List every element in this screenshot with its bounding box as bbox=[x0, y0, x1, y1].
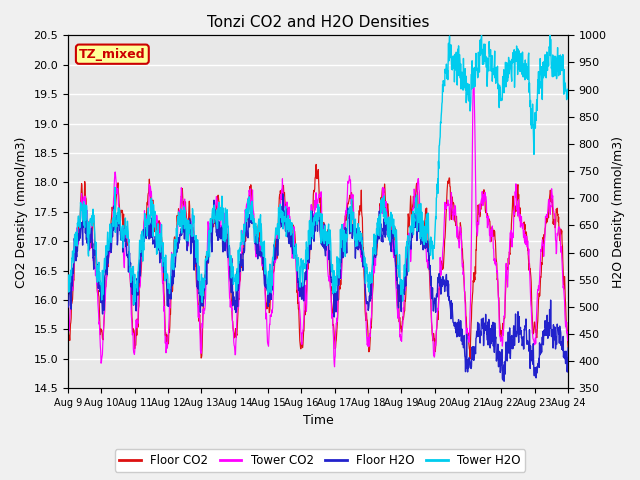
Tower CO2 bbox=[564, 335, 572, 340]
Tower CO2 bbox=[331, 364, 339, 370]
Floor H2O bbox=[231, 307, 239, 313]
Floor H2O bbox=[564, 345, 572, 351]
Legend: Floor CO2, Tower CO2, Floor H2O, Tower H2O: Floor CO2, Tower CO2, Floor H2O, Tower H… bbox=[115, 449, 525, 472]
Floor CO2 bbox=[564, 344, 572, 350]
Tower CO2 bbox=[461, 296, 468, 301]
Floor CO2 bbox=[175, 213, 183, 218]
Tower CO2 bbox=[175, 208, 183, 214]
Line: Tower CO2: Tower CO2 bbox=[68, 72, 568, 367]
X-axis label: Time: Time bbox=[303, 414, 333, 427]
Tower CO2 bbox=[396, 322, 403, 328]
Floor H2O bbox=[506, 350, 513, 356]
Tower H2O bbox=[506, 70, 513, 75]
Floor CO2 bbox=[396, 315, 403, 321]
Floor H2O bbox=[396, 289, 403, 295]
Floor CO2 bbox=[163, 332, 171, 338]
Tower CO2 bbox=[231, 352, 239, 358]
Tower H2O bbox=[130, 301, 138, 307]
Floor CO2 bbox=[312, 162, 320, 168]
Tower H2O bbox=[232, 271, 239, 277]
Floor CO2 bbox=[466, 356, 474, 362]
Y-axis label: H2O Density (mmol/m3): H2O Density (mmol/m3) bbox=[612, 136, 625, 288]
Floor CO2 bbox=[231, 329, 239, 335]
Tower H2O bbox=[461, 81, 468, 86]
Line: Floor H2O: Floor H2O bbox=[68, 194, 568, 381]
Floor H2O bbox=[500, 378, 508, 384]
Floor H2O bbox=[64, 304, 72, 310]
Floor H2O bbox=[461, 353, 468, 359]
Tower CO2 bbox=[506, 250, 513, 255]
Floor H2O bbox=[279, 191, 287, 197]
Tower H2O bbox=[64, 285, 72, 291]
Tower H2O bbox=[164, 271, 172, 277]
Floor H2O bbox=[163, 297, 171, 302]
Text: TZ_mixed: TZ_mixed bbox=[79, 48, 146, 60]
Title: Tonzi CO2 and H2O Densities: Tonzi CO2 and H2O Densities bbox=[207, 15, 429, 30]
Floor CO2 bbox=[506, 249, 513, 255]
Tower H2O bbox=[396, 252, 403, 258]
Tower CO2 bbox=[64, 328, 72, 334]
Line: Floor CO2: Floor CO2 bbox=[68, 165, 568, 359]
Floor CO2 bbox=[461, 289, 468, 295]
Tower CO2 bbox=[470, 70, 477, 75]
Floor H2O bbox=[175, 236, 183, 241]
Tower H2O bbox=[176, 223, 184, 229]
Floor CO2 bbox=[64, 331, 72, 337]
Tower CO2 bbox=[163, 339, 171, 345]
Y-axis label: CO2 Density (mmol/m3): CO2 Density (mmol/m3) bbox=[15, 136, 28, 288]
Tower H2O bbox=[477, 33, 485, 38]
Tower H2O bbox=[564, 95, 572, 100]
Line: Tower H2O: Tower H2O bbox=[68, 36, 568, 304]
